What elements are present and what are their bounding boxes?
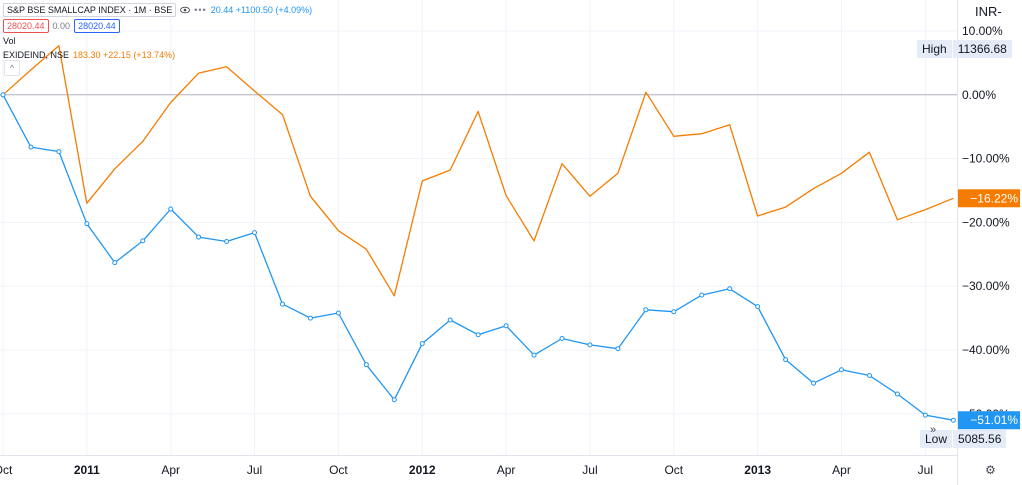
spread-value: 0.00 [52, 21, 71, 31]
collapse-legend-button[interactable]: ^ [4, 60, 20, 76]
gear-icon[interactable]: ⚙ [985, 463, 996, 477]
data-point [615, 346, 621, 352]
series-line-exideind-nse [2, 45, 954, 297]
y-tick-label: 0.00% [962, 88, 996, 102]
grid-lines [0, 0, 958, 485]
legend-main-row[interactable]: S&P BSE SMALLCAP INDEX · 1M · BSE ••• 20… [3, 3, 312, 17]
data-point [335, 310, 341, 316]
data-point [363, 362, 369, 368]
x-tick-label: 2012 [409, 463, 436, 477]
scroll-right-icon[interactable]: » [930, 424, 937, 436]
data-point [699, 292, 705, 298]
legend-vol-row[interactable]: Vol [3, 35, 312, 47]
data-point [280, 301, 285, 307]
x-tick-label: 2011 [74, 463, 100, 477]
data-point [84, 221, 90, 227]
series-layer [0, 45, 956, 423]
data-point [839, 367, 844, 373]
volume-label[interactable]: Vol [3, 36, 16, 46]
data-point [224, 239, 230, 245]
data-point [112, 260, 118, 266]
data-point [783, 357, 789, 363]
legend-compare-row[interactable]: EXIDEIND, NSE 183.30 +22.15 (+13.74%) [3, 49, 312, 61]
main-symbol-label[interactable]: S&P BSE SMALLCAP INDEX · 1M · BSE [3, 3, 177, 17]
data-point [0, 92, 6, 98]
y-tick-label: −10.00% [962, 152, 1010, 166]
chevron-up-icon: ^ [9, 63, 15, 73]
data-point [755, 304, 761, 310]
data-point [503, 323, 509, 329]
last-value-labels: −16.22% −51.01% [958, 189, 1020, 430]
last-value-label-s-p-bse-smallcap-index: −51.01% [958, 411, 1020, 430]
last-value-badge [958, 411, 1020, 430]
last-value-text: −16.22% [970, 191, 1018, 205]
y-tick-label: −20.00% [962, 215, 1010, 229]
x-tick-label: Jul [582, 463, 597, 477]
data-point [196, 234, 202, 240]
last-value-text: −51.01% [970, 413, 1018, 427]
x-tick-label: Apr [832, 463, 851, 477]
data-point [475, 332, 481, 338]
data-point [894, 391, 900, 397]
compare-symbol-values: 183.30 +22.15 (+13.74%) [73, 50, 176, 60]
data-point [727, 286, 733, 292]
low-label: Low [920, 430, 953, 448]
high-marker: High 11366.68 [917, 40, 1012, 58]
data-point [671, 309, 677, 315]
main-symbol-values: 20.44 +1100.50 (+4.09%) [210, 5, 313, 15]
low-marker: Low 5085.56 [920, 430, 1007, 448]
compare-symbol-label[interactable]: EXIDEIND, NSE [3, 50, 70, 60]
ask-pill[interactable]: 28020.44 [74, 19, 120, 33]
data-point [811, 380, 817, 386]
x-tick-label: Apr [497, 463, 516, 477]
data-point [922, 412, 928, 418]
high-value: 11366.68 [952, 40, 1012, 58]
data-point [168, 206, 174, 212]
x-tick-label: Jul [918, 463, 933, 477]
series-line-s-p-bse-smallcap-index [2, 94, 954, 421]
data-point [643, 307, 649, 313]
x-tick-label: Apr [161, 463, 180, 477]
bid-pill[interactable]: 28020.44 [3, 19, 49, 33]
y-tick-label: −40.00% [962, 343, 1010, 357]
x-tick-label: Oct [0, 463, 13, 477]
data-point [419, 341, 425, 347]
chart-legend: S&P BSE SMALLCAP INDEX · 1M · BSE ••• 20… [3, 3, 312, 63]
data-point [866, 373, 872, 379]
time-scale-axis[interactable]: Oct 2011 Apr Jul Oct 2012 Apr Jul Oct 2013 Apr Jul [0, 463, 933, 477]
legend-pill-row: 28020.44 0.00 28020.44 [3, 19, 312, 33]
data-point [447, 317, 453, 323]
last-value-badge [958, 189, 1020, 208]
more-options-icon[interactable]: ••• [194, 5, 207, 15]
data-point [950, 417, 956, 423]
x-tick-label: Jul [247, 463, 262, 477]
data-point [587, 342, 593, 348]
data-point [140, 238, 146, 244]
data-point [531, 352, 537, 358]
eye-icon[interactable] [180, 5, 191, 15]
x-tick-label: 2013 [744, 463, 771, 477]
y-tick-label: 10.00% [962, 24, 1003, 38]
currency-label[interactable]: INR- [975, 4, 1002, 19]
x-tick-label: Oct [664, 463, 683, 477]
y-tick-label: −30.00% [962, 279, 1010, 293]
data-point [28, 144, 34, 150]
last-value-label-exideind-nse: −16.22% [958, 189, 1020, 208]
data-point [307, 315, 313, 321]
high-label: High [917, 40, 952, 58]
x-tick-label: Oct [329, 463, 348, 477]
data-point [56, 149, 62, 155]
data-point [252, 230, 258, 236]
price-scale-axis[interactable]: 10.00%0.00%−10.00%−20.00%−30.00%−40.00%−… [962, 24, 1010, 421]
low-value: 5085.56 [953, 430, 1007, 448]
data-point [391, 397, 397, 403]
data-point [559, 336, 565, 342]
